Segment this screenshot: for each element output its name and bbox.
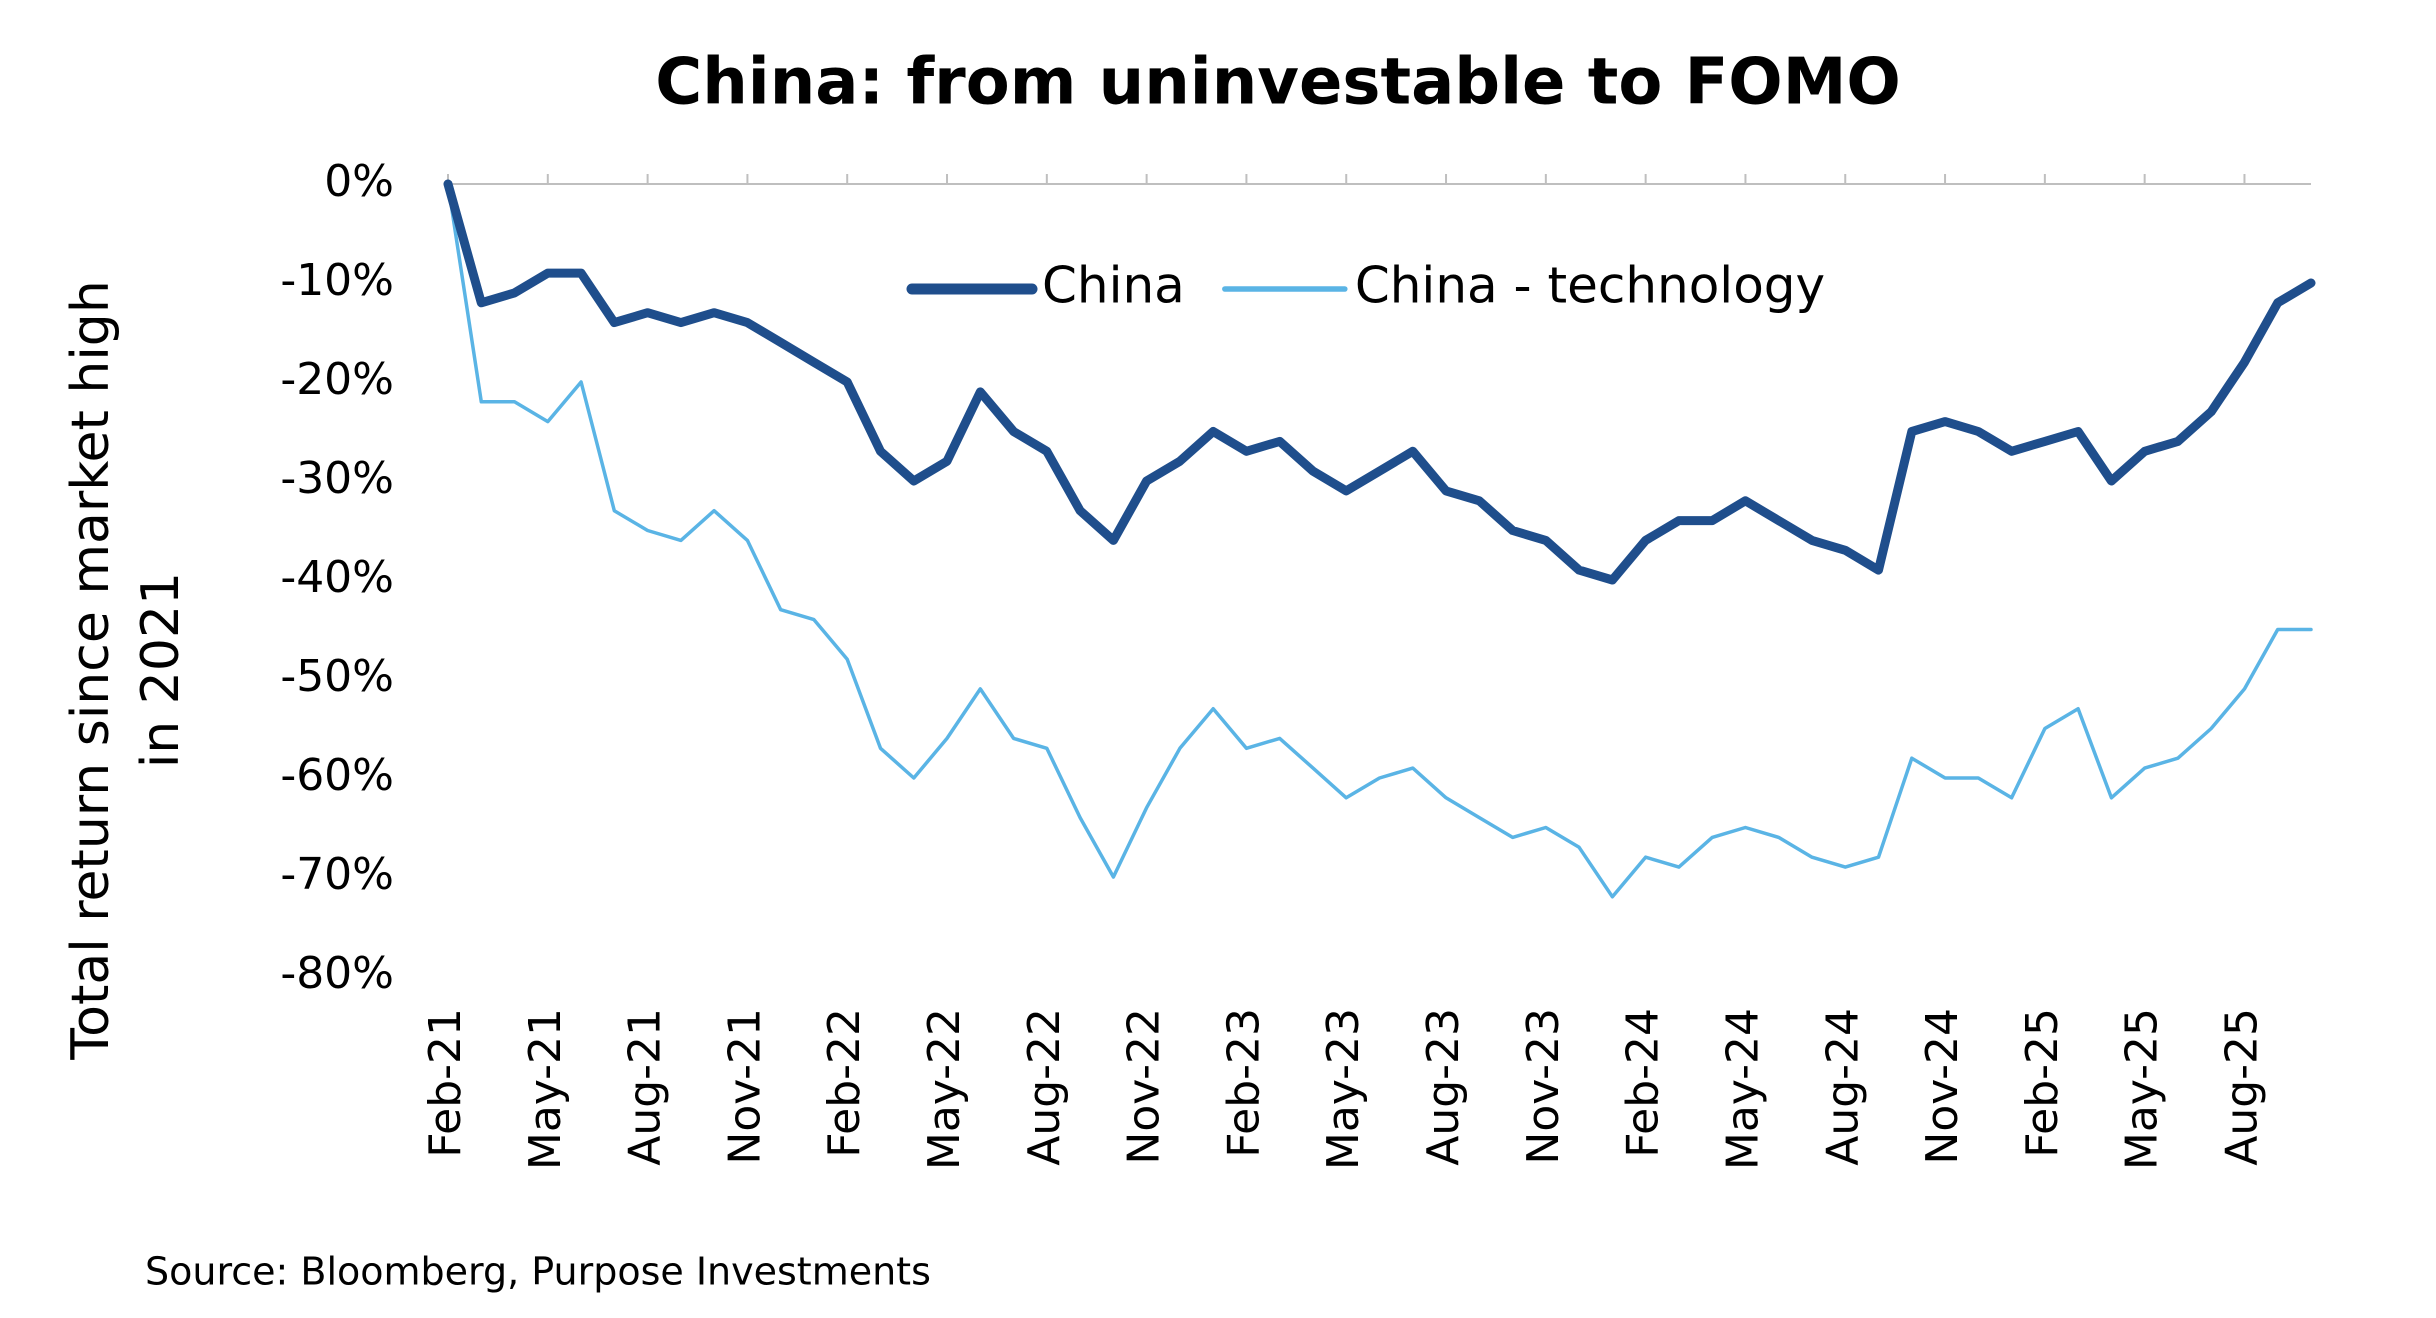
source-note: Source: Bloomberg, Purpose Investments: [145, 1250, 931, 1294]
series-line: [446, 182, 2313, 899]
x-tick-label: Nov-23: [1518, 1008, 1569, 1165]
x-tick-label: Aug-23: [1418, 1008, 1469, 1166]
chart-title: China: from uninvestable to FOMO: [655, 46, 1901, 120]
x-tick-label: May-25: [2117, 1008, 2168, 1170]
y-tick-label: -60%: [280, 750, 394, 801]
y-axis-label: Total return since market high: [61, 280, 121, 1061]
x-tick-label: May-22: [919, 1008, 970, 1170]
x-tick-label: Aug-25: [2216, 1008, 2267, 1166]
series-line: [443, 179, 2316, 585]
y-tick-label: 0%: [324, 156, 394, 207]
y-tick-label: -70%: [280, 849, 394, 900]
x-tick-label: May-21: [520, 1008, 571, 1170]
x-tick-label: Feb-23: [1218, 1008, 1269, 1158]
legend-label: China: [1042, 257, 1185, 315]
x-tick-label: Feb-22: [819, 1008, 870, 1158]
y-tick-label: -80%: [280, 948, 394, 999]
y-axis-label: in 2021: [131, 572, 191, 768]
x-tick-label: Feb-25: [2017, 1008, 2068, 1158]
legend-label: China - technology: [1355, 257, 1825, 315]
x-tick-label: May-23: [1318, 1008, 1369, 1170]
y-tick-label: -10%: [280, 255, 394, 306]
y-tick-label: -30%: [280, 453, 394, 504]
x-tick-label: Aug-21: [620, 1008, 671, 1166]
x-tick-label: Feb-21: [420, 1008, 471, 1158]
x-tick-label: Feb-24: [1618, 1008, 1669, 1158]
x-tick-label: Nov-24: [1917, 1008, 1968, 1165]
y-tick-label: -40%: [280, 552, 394, 603]
y-tick-label: -50%: [280, 651, 394, 702]
x-tick-label: May-24: [1717, 1008, 1768, 1170]
x-tick-label: Nov-21: [719, 1008, 770, 1165]
y-tick-label: -20%: [280, 354, 394, 405]
x-tick-label: Aug-22: [1019, 1008, 1070, 1166]
x-tick-label: Nov-22: [1119, 1008, 1170, 1165]
x-tick-label: Aug-24: [1817, 1008, 1868, 1166]
